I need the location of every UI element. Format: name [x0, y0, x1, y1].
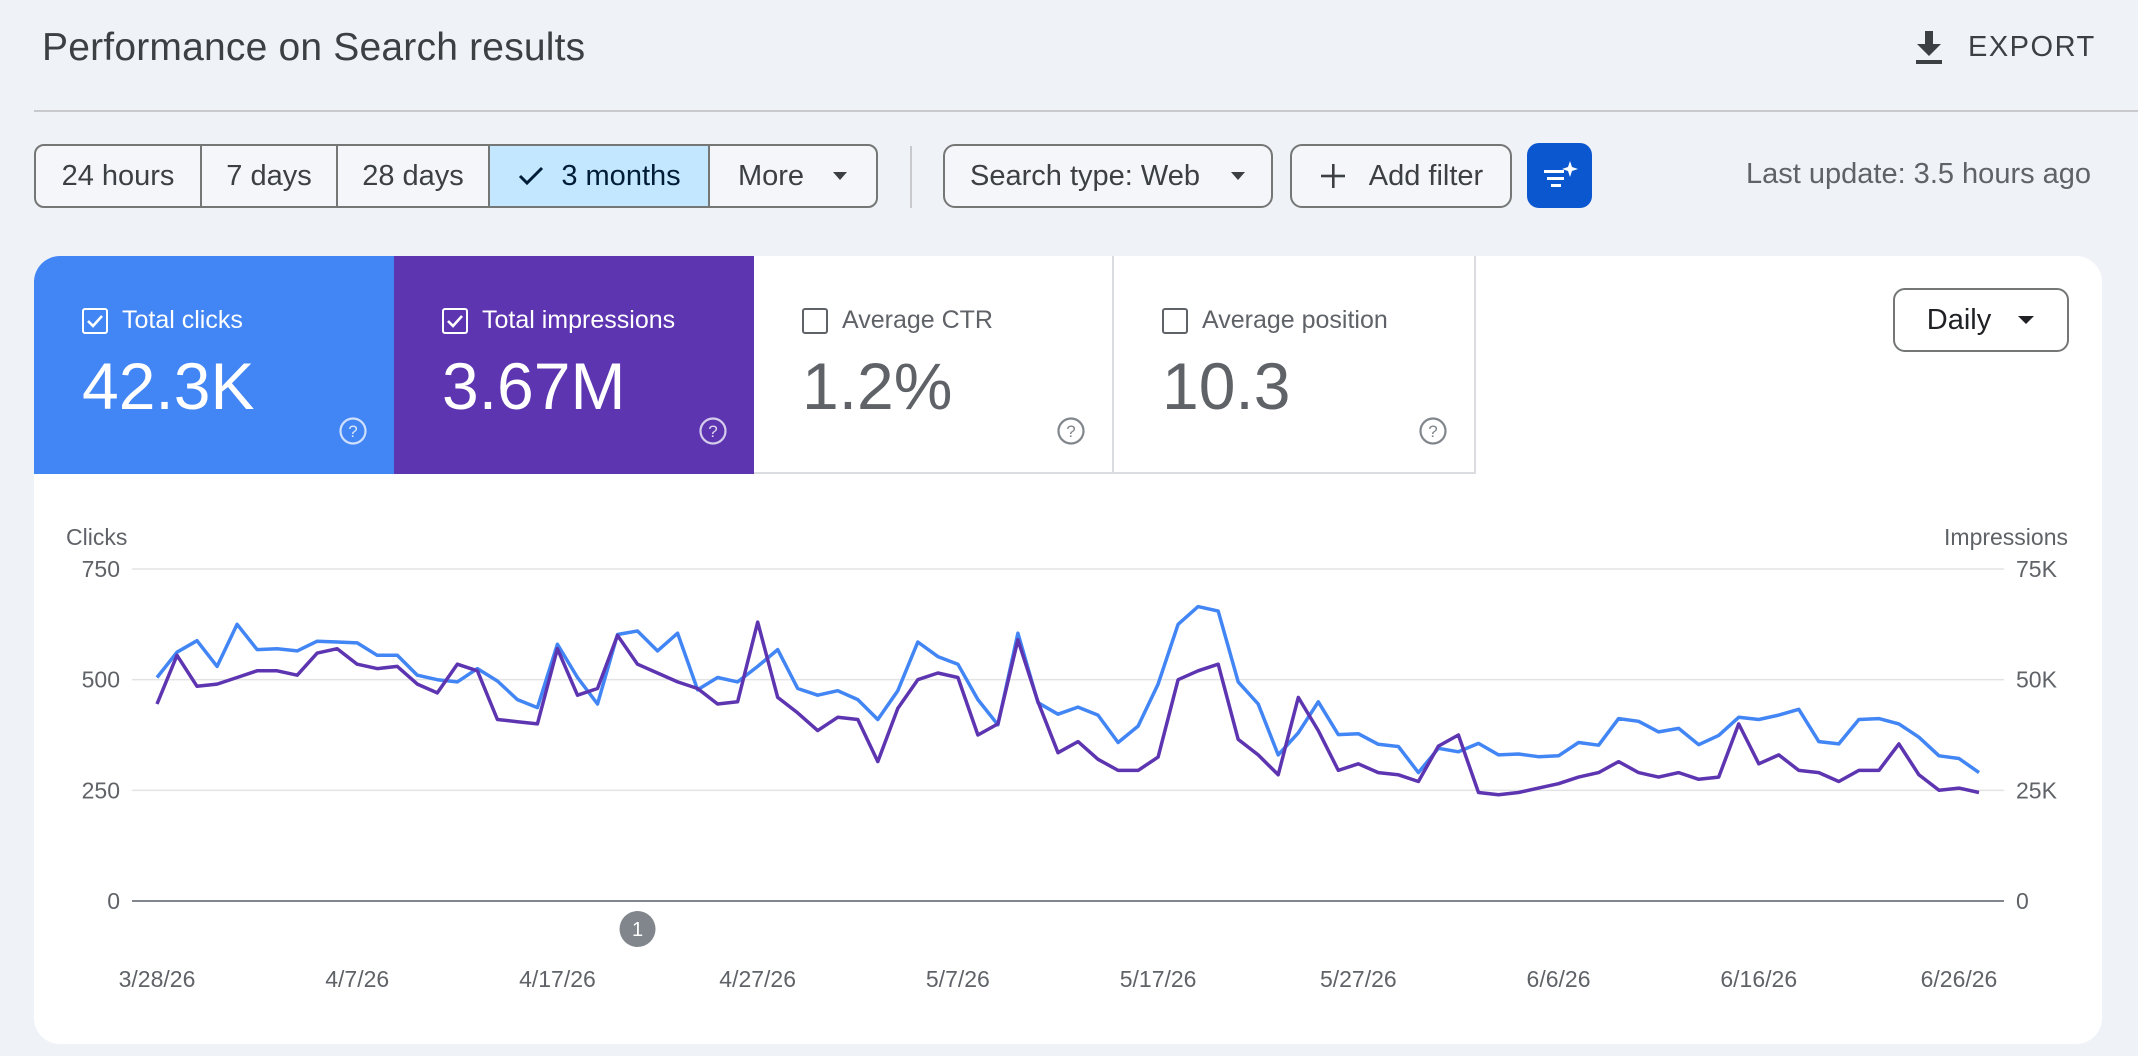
- page-title: Performance on Search results: [42, 26, 586, 69]
- y-right-axis-title: Impressions: [1944, 524, 2068, 550]
- range-label: 28 days: [362, 159, 464, 192]
- metric-label: Average CTR: [842, 306, 993, 334]
- annotation-label: 1: [632, 919, 643, 941]
- header-divider: [34, 110, 2138, 112]
- toolbar-divider: [910, 146, 912, 208]
- plus-icon: [1319, 162, 1347, 190]
- ai-filter-button[interactable]: [1527, 143, 1592, 208]
- help-icon[interactable]: ?: [1056, 416, 1086, 451]
- annotation-marker[interactable]: [619, 911, 656, 947]
- svg-text:?: ?: [708, 422, 717, 441]
- x-tick-label: 5/17/26: [1120, 966, 1197, 992]
- metric-average-ctr[interactable]: Average CTR 1.2% ?: [754, 256, 1114, 474]
- range-more-dropdown[interactable]: More: [710, 146, 876, 206]
- x-tick-label: 4/17/26: [519, 966, 596, 992]
- y-right-tick-label: 0: [2016, 888, 2029, 914]
- range-3-months-button[interactable]: 3 months: [490, 146, 710, 206]
- metric-value: 10.3: [1162, 349, 1291, 423]
- metric-value: 1.2%: [802, 349, 953, 423]
- x-tick-label: 5/27/26: [1320, 966, 1397, 992]
- date-range-selector: 24 hours 7 days 28 days 3 months More: [34, 144, 878, 208]
- metric-label: Average position: [1202, 306, 1388, 334]
- caret-down-icon: [1230, 171, 1246, 181]
- performance-card: Total clicks 42.3K ? Total impressions 3…: [34, 256, 2102, 1044]
- range-24-hours-button[interactable]: 24 hours: [36, 146, 202, 206]
- y-left-tick-label: 0: [107, 888, 120, 914]
- x-tick-label: 6/6/26: [1527, 966, 1591, 992]
- x-tick-label: 4/7/26: [325, 966, 389, 992]
- y-left-tick-label: 500: [82, 667, 120, 693]
- granularity-dropdown[interactable]: Daily: [1893, 288, 2069, 352]
- checkbox-unchecked-icon[interactable]: [1162, 307, 1188, 334]
- sparkle-filter-icon: [1541, 159, 1579, 193]
- checkbox-unchecked-icon[interactable]: [802, 307, 828, 334]
- y-right-tick-label: 25K: [2016, 777, 2058, 803]
- impressions-series-line: [155, 620, 1980, 797]
- search-type-dropdown[interactable]: Search type: Web: [943, 144, 1273, 208]
- metric-label: Total impressions: [482, 306, 676, 334]
- x-tick-label: 4/27/26: [719, 966, 796, 992]
- granularity-label: Daily: [1926, 303, 1992, 336]
- x-tick-label: 6/26/26: [1921, 966, 1998, 992]
- caret-down-icon: [832, 171, 848, 181]
- metric-label: Total clicks: [122, 306, 243, 334]
- help-icon[interactable]: ?: [1418, 416, 1448, 451]
- check-icon: [517, 165, 545, 187]
- help-icon[interactable]: ?: [338, 416, 368, 451]
- y-left-tick-label: 750: [82, 556, 120, 582]
- export-button[interactable]: EXPORT: [1914, 22, 2096, 72]
- caret-down-icon: [2017, 315, 2035, 325]
- help-icon[interactable]: ?: [698, 416, 728, 451]
- svg-text:?: ?: [1428, 422, 1437, 441]
- performance-line-chart: 0 0 250 25K 500 50K 750 75K Clicks Impressions 3/2…: [66, 524, 2068, 992]
- svg-text:?: ?: [348, 422, 357, 441]
- clicks-series-line: [155, 604, 1981, 775]
- export-label: EXPORT: [1968, 30, 2096, 63]
- range-label: More: [737, 159, 805, 192]
- download-icon: [1914, 29, 1944, 65]
- y-left-tick-label: 250: [82, 777, 120, 803]
- y-right-tick-label: 75K: [2016, 556, 2058, 582]
- range-28-days-button[interactable]: 28 days: [338, 146, 490, 206]
- metric-total-impressions[interactable]: Total impressions 3.67M ?: [394, 256, 754, 474]
- last-update-text: Last update: 3.5 hours ago: [1746, 158, 2092, 190]
- y-right-tick-label: 50K: [2016, 667, 2058, 693]
- x-tick-label: 3/28/26: [119, 966, 196, 992]
- metric-total-clicks[interactable]: Total clicks 42.3K ?: [34, 256, 394, 474]
- range-7-days-button[interactable]: 7 days: [202, 146, 338, 206]
- metric-average-position[interactable]: Average position 10.3 ?: [1114, 256, 1476, 474]
- svg-text:?: ?: [1066, 422, 1075, 441]
- range-label: 7 days: [226, 159, 312, 192]
- metric-value: 3.67M: [442, 349, 626, 423]
- y-left-axis-title: Clicks: [66, 524, 127, 550]
- checkbox-checked-icon[interactable]: [82, 307, 108, 334]
- add-filter-button[interactable]: Add filter: [1290, 144, 1512, 208]
- range-label: 24 hours: [61, 159, 175, 192]
- add-filter-label: Add filter: [1368, 159, 1484, 192]
- x-tick-label: 5/7/26: [926, 966, 990, 992]
- metric-value: 42.3K: [82, 349, 255, 423]
- checkbox-checked-icon[interactable]: [442, 307, 468, 334]
- range-label: 3 months: [561, 159, 681, 192]
- search-type-label: Search type: Web: [970, 159, 1200, 192]
- x-tick-label: 6/16/26: [1720, 966, 1797, 992]
